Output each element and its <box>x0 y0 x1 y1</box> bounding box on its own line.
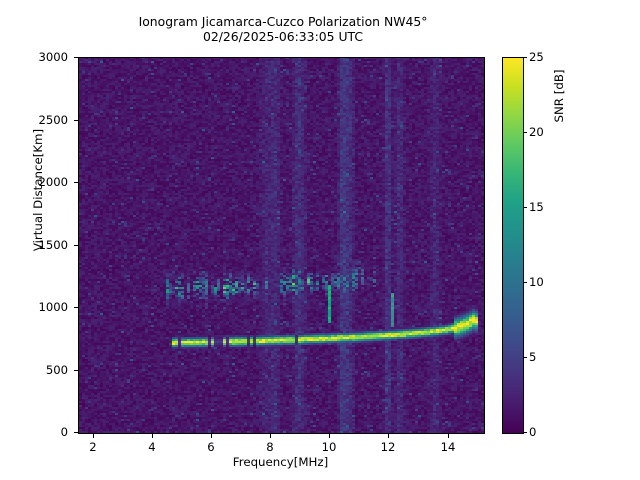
plot-area <box>78 57 485 434</box>
colorbar-tick-label: 10 <box>529 275 544 289</box>
y-tick-mark <box>74 182 78 183</box>
y-tick-mark <box>74 370 78 371</box>
colorbar-tick-mark <box>523 57 527 58</box>
x-tick-mark <box>93 434 94 438</box>
y-tick-label: 0 <box>60 425 68 439</box>
x-tick-label: 8 <box>266 440 274 454</box>
x-tick-label: 6 <box>207 440 215 454</box>
colorbar-tick-label: 0 <box>529 425 537 439</box>
y-tick-label: 1000 <box>38 300 68 314</box>
colorbar-tick-label: 5 <box>529 350 537 364</box>
y-tick-mark <box>74 120 78 121</box>
y-tick-label: 2000 <box>38 175 68 189</box>
x-tick-label: 10 <box>321 440 337 454</box>
chart-title-line2: 02/26/2025-06:33:05 UTC <box>202 29 364 44</box>
x-tick-mark <box>448 434 449 438</box>
y-axis-label: Virtual Distance[Km] <box>31 128 45 252</box>
x-tick-mark <box>270 434 271 438</box>
colorbar-tick-label: 25 <box>529 50 544 64</box>
ionogram-heatmap <box>79 58 484 433</box>
y-tick-label: 1500 <box>38 238 68 252</box>
x-tick-mark <box>211 434 212 438</box>
colorbar-tick-label: 20 <box>529 125 544 139</box>
x-tick-label: 14 <box>440 440 456 454</box>
y-tick-mark <box>74 245 78 246</box>
x-tick-mark <box>152 434 153 438</box>
colorbar-gradient <box>503 58 523 433</box>
colorbar <box>502 57 524 434</box>
x-tick-mark <box>329 434 330 438</box>
x-tick-label: 4 <box>148 440 156 454</box>
y-tick-label: 2500 <box>38 113 68 127</box>
y-tick-mark <box>74 432 78 433</box>
colorbar-tick-mark <box>523 357 527 358</box>
y-tick-mark <box>74 307 78 308</box>
colorbar-label: SNR [dB] <box>552 69 566 123</box>
colorbar-tick-label: 15 <box>529 200 544 214</box>
y-tick-label: 500 <box>45 363 68 377</box>
colorbar-tick-mark <box>523 432 527 433</box>
colorbar-tick-mark <box>523 207 527 208</box>
x-axis-label: Frequency[MHz] <box>232 455 329 469</box>
x-tick-mark <box>388 434 389 438</box>
colorbar-tick-mark <box>523 282 527 283</box>
y-tick-label: 3000 <box>38 50 68 64</box>
x-tick-label: 2 <box>89 440 97 454</box>
y-tick-mark <box>74 57 78 58</box>
chart-title-line1: Ionogram Jicamarca-Cuzco Polarization NW… <box>138 14 428 29</box>
x-tick-label: 12 <box>380 440 396 454</box>
colorbar-tick-mark <box>523 132 527 133</box>
chart-title: Ionogram Jicamarca-Cuzco Polarization NW… <box>0 14 566 44</box>
